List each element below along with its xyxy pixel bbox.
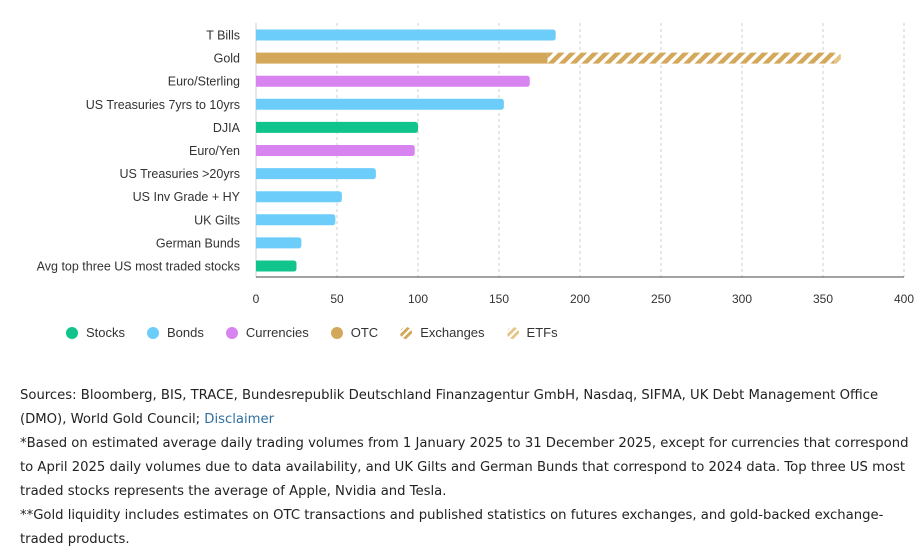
x-tick-label-400: 400	[894, 292, 914, 306]
legend-label-otc: OTC	[350, 325, 379, 340]
bar-chart: T Bills Gold Euro/Sterling US Treasuries 7y…	[37, 23, 914, 306]
legend-marker-stocks	[66, 326, 78, 339]
category-label-us-treasuries-7yrs-to-10yrs: US Treasuries 7yrs to 10yrs	[86, 98, 240, 112]
bar-us-treasuries-7yrs-to-10yrs-bonds[interactable]	[256, 98, 504, 110]
category-label-us-inv-grade-hy: US Inv Grade + HY	[133, 190, 241, 204]
category-labels-layer: T Bills Gold Euro/Sterling US Treasuries 7y…	[37, 29, 241, 274]
sources-note: Sources: Bloomberg, BIS, TRACE, Bundesre…	[20, 384, 912, 432]
category-label-t-bills: T Bills	[206, 29, 240, 43]
bar-euro-sterling-currencies[interactable]	[256, 75, 530, 87]
legend-label-stocks: Stocks	[86, 325, 126, 340]
bar-djia-stocks[interactable]	[256, 121, 418, 133]
legend-marker-bonds	[147, 326, 160, 339]
bar-t-bills-bonds[interactable]	[256, 29, 556, 41]
sources-text: Sources: Bloomberg, BIS, TRACE, Bundesre…	[20, 388, 879, 427]
grid-layer	[255, 23, 905, 278]
legend-marker-otc	[330, 326, 343, 339]
legend-label-bonds: Bonds	[167, 325, 204, 340]
x-tick-label-250: 250	[651, 292, 671, 306]
legend-marker-exchanges	[400, 326, 413, 339]
x-tick-label-200: 200	[570, 292, 590, 306]
chart-notes: Sources: Bloomberg, BIS, TRACE, Bundesre…	[20, 384, 912, 552]
category-label-djia: DJIA	[213, 121, 241, 135]
legend-label-exchanges: Exchanges	[420, 325, 485, 340]
bar-gold-exchanges[interactable]	[547, 52, 835, 64]
legend-item-otc[interactable]: OTC	[330, 325, 379, 340]
bars-layer	[256, 29, 841, 272]
bar-german-bunds-bonds[interactable]	[256, 237, 302, 249]
category-label-euro-sterling: Euro/Sterling	[168, 75, 240, 89]
legend-marker-etfs	[506, 326, 519, 339]
bar-uk-gilts-bonds[interactable]	[256, 214, 336, 226]
x-tick-label-100: 100	[408, 292, 428, 306]
category-label-avg-top-three-us-most-traded-stocks: Avg top three US most traded stocks	[37, 260, 240, 274]
x-tick-labels-layer: 0 50 100 150 200 250 300 350 400	[253, 292, 914, 306]
bar-avg-top-three-us-most-traded-stocks-stocks[interactable]	[256, 260, 297, 272]
x-tick-label-300: 300	[732, 292, 752, 306]
bar-gold-otc[interactable]	[256, 52, 548, 64]
bar-us-treasuries-20yrs-bonds[interactable]	[256, 168, 376, 180]
bar-us-inv-grade-hy-bonds[interactable]	[256, 191, 342, 203]
legend-item-exchanges[interactable]: Exchanges	[400, 325, 485, 340]
legend-label-currencies: Currencies	[245, 325, 309, 340]
category-label-euro-yen: Euro/Yen	[189, 144, 240, 158]
footnote-volumes: *Based on estimated average daily tradin…	[20, 436, 909, 499]
disclaimer-link[interactable]: Disclaimer	[204, 412, 275, 427]
legend-label-etfs: ETFs	[526, 325, 558, 340]
category-label-german-bunds: German Bunds	[156, 236, 240, 250]
footnote-gold: **Gold liquidity includes estimates on O…	[20, 508, 884, 547]
legend-item-etfs[interactable]: ETFs	[506, 325, 558, 340]
legend-marker-currencies	[225, 326, 238, 339]
x-tick-label-50: 50	[330, 292, 344, 306]
legend-item-currencies[interactable]: Currencies	[225, 325, 309, 340]
category-label-gold: Gold	[214, 52, 240, 66]
x-tick-label-0: 0	[253, 292, 260, 306]
legend-item-bonds[interactable]: Bonds	[147, 325, 204, 340]
category-label-uk-gilts: UK Gilts	[194, 213, 240, 227]
bar-gold-etfs[interactable]	[834, 52, 841, 64]
legend: Stocks Bonds Currencies OTC Exchanges ET…	[66, 325, 580, 340]
x-tick-label-150: 150	[489, 292, 509, 306]
legend-item-stocks[interactable]: Stocks	[66, 325, 125, 340]
category-label-us-treasuries-20yrs: US Treasuries >20yrs	[119, 167, 240, 181]
bar-euro-yen-currencies[interactable]	[256, 145, 415, 156]
x-tick-label-350: 350	[813, 292, 833, 306]
